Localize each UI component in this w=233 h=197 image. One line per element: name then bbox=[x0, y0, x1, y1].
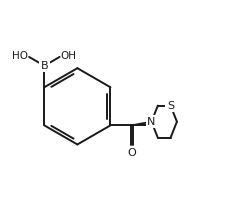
Text: B: B bbox=[41, 61, 48, 71]
Text: O: O bbox=[127, 149, 136, 158]
Text: HO: HO bbox=[12, 51, 28, 61]
Text: S: S bbox=[167, 101, 174, 111]
Text: OH: OH bbox=[61, 51, 77, 61]
Text: N: N bbox=[147, 117, 156, 127]
